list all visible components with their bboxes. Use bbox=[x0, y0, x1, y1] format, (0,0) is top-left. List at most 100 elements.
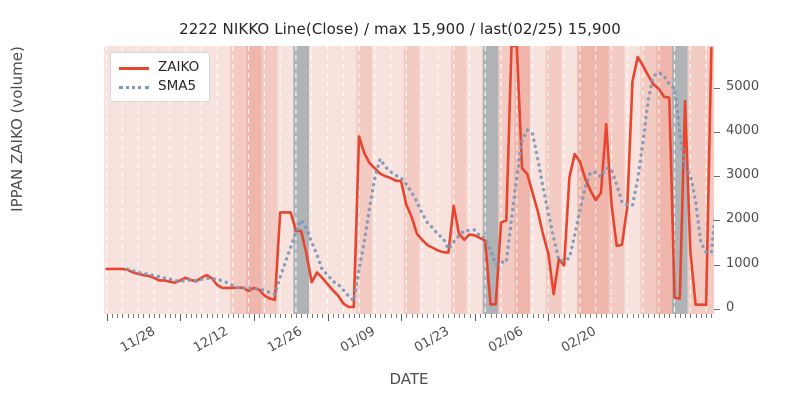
x-tick-minor bbox=[695, 314, 697, 318]
y-tick-mark bbox=[714, 308, 720, 310]
data-series bbox=[105, 46, 714, 309]
x-tick-minor bbox=[122, 314, 124, 318]
x-tick-minor bbox=[669, 314, 671, 318]
x-tick-minor bbox=[616, 314, 618, 318]
x-tick-minor bbox=[190, 314, 192, 318]
legend-item-sma5: SMA5 bbox=[119, 77, 199, 96]
x-tick-minor bbox=[469, 314, 471, 318]
x-tick-major bbox=[106, 314, 108, 321]
x-tick-minor bbox=[627, 314, 629, 318]
x-tick-major bbox=[401, 314, 403, 321]
x-tick-minor bbox=[416, 314, 418, 318]
x-tick-minor bbox=[532, 314, 534, 318]
x-tick-minor bbox=[411, 314, 413, 318]
x-tick-minor bbox=[622, 314, 623, 318]
y-tick-label: 1000 bbox=[726, 255, 760, 271]
x-tick-minor bbox=[222, 314, 224, 318]
x-tick-minor bbox=[353, 314, 355, 318]
legend-swatch-sma5 bbox=[119, 81, 149, 93]
x-tick-minor bbox=[506, 314, 508, 318]
x-tick-label: 01/09 bbox=[338, 324, 379, 356]
x-tick-minor bbox=[238, 314, 240, 318]
x-tick-minor bbox=[585, 314, 587, 318]
x-tick-label: 12/26 bbox=[264, 324, 305, 356]
x-tick-minor bbox=[343, 314, 345, 318]
x-tick-minor bbox=[148, 314, 150, 318]
x-tick-label: 02/20 bbox=[559, 324, 600, 356]
x-tick-minor bbox=[590, 314, 592, 318]
x-tick-minor bbox=[443, 314, 445, 318]
x-tick-minor bbox=[290, 314, 292, 318]
x-tick-minor bbox=[632, 314, 634, 318]
x-tick-label: 02/06 bbox=[485, 324, 526, 356]
x-tick-minor bbox=[690, 314, 692, 318]
x-tick-minor bbox=[243, 314, 245, 318]
chart-title: 2222 NIKKO Line(Close) / max 15,900 / la… bbox=[179, 20, 621, 38]
x-tick-minor bbox=[374, 314, 376, 318]
x-tick-minor bbox=[653, 314, 655, 318]
x-tick-minor bbox=[227, 314, 229, 318]
x-tick-minor bbox=[611, 314, 613, 318]
y-tick-mark bbox=[714, 264, 720, 266]
x-tick-minor bbox=[201, 314, 203, 318]
x-tick-minor bbox=[206, 314, 208, 318]
x-tick-minor bbox=[211, 314, 213, 318]
x-tick-minor bbox=[364, 314, 366, 318]
x-tick-minor bbox=[537, 314, 539, 318]
x-tick-minor bbox=[527, 314, 529, 318]
x-tick-minor bbox=[395, 314, 397, 318]
x-tick-minor bbox=[164, 314, 166, 318]
x-tick-minor bbox=[579, 314, 581, 318]
x-tick-minor bbox=[637, 314, 639, 318]
y-tick-label: 5000 bbox=[726, 78, 760, 94]
x-tick-minor bbox=[274, 314, 276, 318]
y-tick-label: 2000 bbox=[726, 211, 760, 227]
x-tick-label: 12/12 bbox=[191, 324, 232, 356]
x-tick-minor bbox=[348, 314, 350, 318]
x-tick-minor bbox=[432, 314, 434, 318]
y-tick-mark bbox=[714, 87, 720, 89]
x-tick-minor bbox=[385, 314, 387, 318]
x-tick-minor bbox=[127, 314, 129, 318]
x-tick-minor bbox=[306, 314, 308, 318]
x-tick-minor bbox=[301, 314, 303, 318]
x-tick-minor bbox=[311, 314, 313, 318]
x-tick-minor bbox=[159, 314, 161, 318]
x-tick-minor bbox=[437, 314, 439, 318]
x-tick-minor bbox=[117, 314, 119, 318]
y-tick-mark bbox=[714, 132, 720, 134]
x-tick-minor bbox=[674, 314, 676, 318]
x-tick-minor bbox=[595, 314, 597, 318]
x-tick-minor bbox=[648, 314, 650, 318]
x-tick-minor bbox=[485, 314, 487, 318]
legend-label-sma5: SMA5 bbox=[158, 77, 197, 94]
x-tick-minor bbox=[543, 314, 545, 318]
x-tick-minor bbox=[259, 314, 261, 318]
x-tick-minor bbox=[280, 314, 282, 318]
y-tick-mark bbox=[714, 220, 720, 222]
x-tick-minor bbox=[217, 314, 219, 318]
y-tick-mark bbox=[714, 176, 720, 178]
x-tick-minor bbox=[574, 314, 576, 318]
x-tick-major bbox=[548, 314, 550, 321]
x-tick-minor bbox=[448, 314, 450, 318]
x-tick-minor bbox=[490, 314, 492, 318]
x-tick-minor bbox=[264, 314, 266, 318]
x-tick-minor bbox=[569, 314, 571, 318]
y-tick-label: 3000 bbox=[726, 167, 760, 183]
x-tick-major bbox=[327, 314, 329, 321]
legend-label-zaiko: ZAIKO bbox=[158, 58, 200, 75]
x-tick-minor bbox=[700, 314, 702, 318]
x-tick-minor bbox=[658, 314, 660, 318]
x-tick-minor bbox=[453, 314, 455, 318]
x-tick-minor bbox=[464, 314, 466, 318]
x-tick-minor bbox=[390, 314, 392, 318]
y-axis-label: IPPAN ZAIKO (volume) bbox=[8, 46, 26, 212]
x-tick-minor bbox=[132, 314, 134, 318]
x-tick-minor bbox=[501, 314, 502, 318]
x-tick-minor bbox=[516, 314, 518, 318]
x-tick-minor bbox=[338, 314, 339, 318]
x-tick-minor bbox=[685, 314, 687, 318]
legend-swatch-zaiko bbox=[119, 62, 149, 74]
